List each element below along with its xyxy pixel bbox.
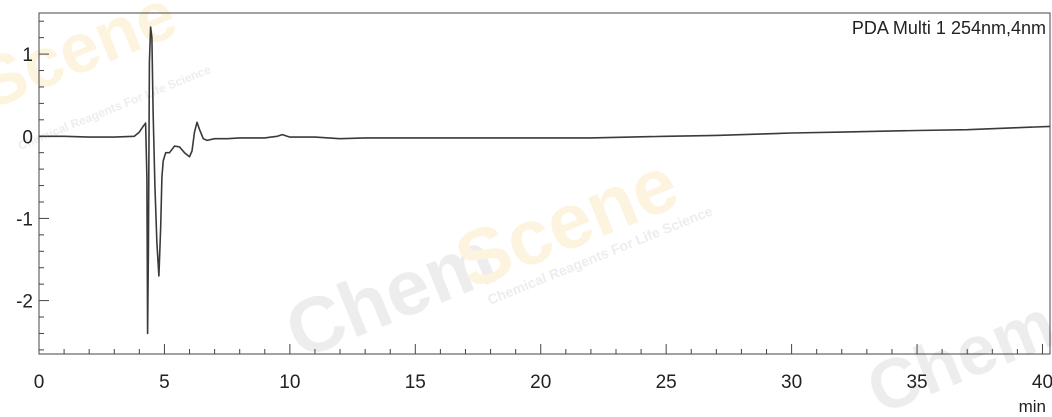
x-tick-label: 35 <box>906 372 927 393</box>
watermark-brand-scene-1: Scene <box>443 138 689 306</box>
x-tick-label: 15 <box>405 372 426 393</box>
x-tick-label: 40 <box>1032 372 1052 393</box>
x-tick-label: 30 <box>781 372 802 393</box>
y-tick-label: -2 <box>16 292 33 313</box>
y-tick-label: 1 <box>22 45 33 66</box>
legend-entry: PDA Multi 1 254nm,4nm <box>852 18 1046 38</box>
x-tick-label: 25 <box>656 372 677 393</box>
x-axis-label: min <box>1019 397 1046 416</box>
y-tick-label: -1 <box>16 209 33 230</box>
x-tick-label: 5 <box>159 372 170 393</box>
x-tick-label: 10 <box>279 372 300 393</box>
y-tick-label: 0 <box>22 127 33 148</box>
x-tick-label: 0 <box>34 372 45 393</box>
x-tick-label: 20 <box>530 372 551 393</box>
